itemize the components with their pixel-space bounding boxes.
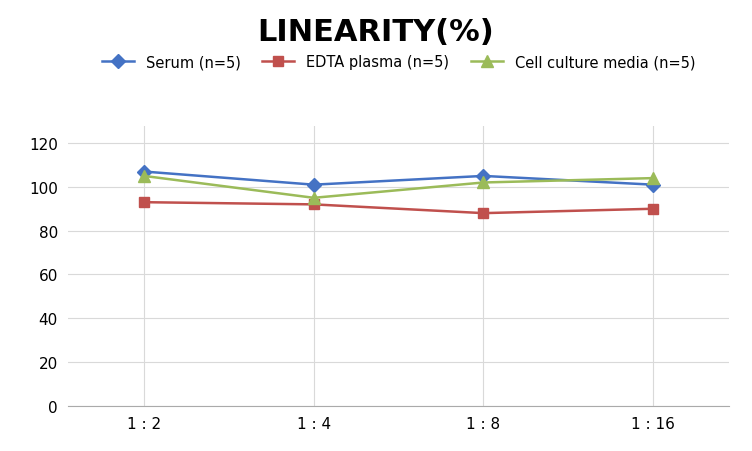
EDTA plasma (n=5) — [309, 202, 318, 207]
EDTA plasma (n=5) — [479, 211, 488, 216]
Text: LINEARITY(%): LINEARITY(%) — [258, 18, 494, 47]
Serum (n=5) — [648, 183, 657, 188]
Cell culture media (n=5) — [140, 174, 149, 179]
EDTA plasma (n=5) — [648, 207, 657, 212]
Cell culture media (n=5) — [648, 176, 657, 181]
Line: Cell culture media (n=5): Cell culture media (n=5) — [138, 170, 660, 205]
EDTA plasma (n=5) — [140, 200, 149, 206]
Line: EDTA plasma (n=5): EDTA plasma (n=5) — [139, 198, 658, 219]
Cell culture media (n=5) — [479, 180, 488, 186]
Line: Serum (n=5): Serum (n=5) — [139, 167, 658, 190]
Legend: Serum (n=5), EDTA plasma (n=5), Cell culture media (n=5): Serum (n=5), EDTA plasma (n=5), Cell cul… — [102, 55, 696, 70]
Cell culture media (n=5) — [309, 196, 318, 201]
Serum (n=5) — [309, 183, 318, 188]
Serum (n=5) — [140, 170, 149, 175]
Serum (n=5) — [479, 174, 488, 179]
